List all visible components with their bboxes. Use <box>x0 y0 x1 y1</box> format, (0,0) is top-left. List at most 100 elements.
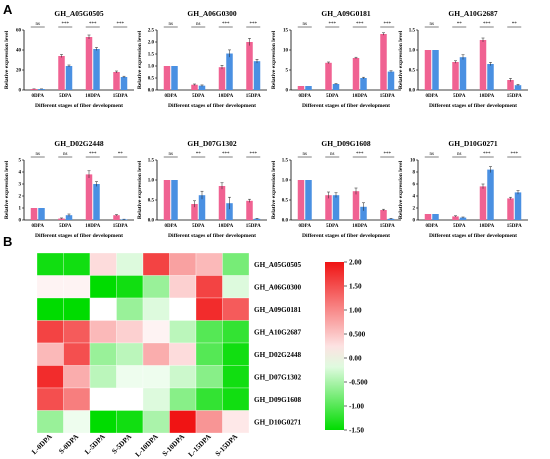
chart-title: GH_D10G0271 <box>448 139 497 148</box>
bar-chart-GH_D09G1608: GH_D09G1608 Relative expression level Diff… <box>271 139 401 239</box>
heatmap-cell-GH_A09G0181-S-5DPA <box>116 297 144 321</box>
bar-S-15DPA <box>253 61 261 90</box>
sig-label: ** <box>457 22 463 27</box>
bar-S-5DPA <box>332 84 340 90</box>
heatmap-cell-GH_D07G1302-S-5DPA <box>116 365 144 389</box>
chart-title: GH_A06G0300 <box>187 9 236 18</box>
chart-title: GH_D02G2448 <box>54 139 103 148</box>
heatmap-cell-GH_A05G0505-S-5DPA <box>116 252 144 276</box>
heatmap-col-label: L-5DPA <box>83 432 107 456</box>
bar-chart-GH_A09G0181: GH_A09G0181 Relative expression level Diff… <box>271 9 401 109</box>
y-tick-label: 2.0 <box>148 41 155 46</box>
bar-S-5DPA <box>65 66 73 90</box>
bar-L-5DPA <box>452 216 459 220</box>
bar-L-15DPA <box>507 198 514 220</box>
heatmap-cell-GH_A09G0181-L-5DPA <box>89 297 117 321</box>
y-tick-label: 0 <box>413 219 416 224</box>
bar-chart-GH_A10G2687: GH_A10G2687 Relative expression level Diff… <box>398 9 528 109</box>
bar-L-5DPA <box>325 62 332 90</box>
x-tick-label: 5DPA <box>192 224 205 229</box>
bar-chart-GH_A05G0505: GH_A05G0505 Relative expression level Diff… <box>4 9 134 109</box>
heatmap-cell-GH_A06G0300-L-0DPA <box>36 275 64 299</box>
heatmap-cell-GH_A06G0300-L-5DPA <box>89 275 117 299</box>
bar-L-5DPA <box>58 218 65 220</box>
bar-charts: GH_A05G0505 Relative expression level Diff… <box>4 9 528 239</box>
x-tick-label: 15DPA <box>380 94 395 99</box>
heatmap-cell-GH_A05G0505-S-10DPA <box>169 252 197 276</box>
bar-S-15DPA <box>387 71 395 90</box>
y-tick-label: 15 <box>283 29 289 34</box>
bar-L-15DPA <box>113 72 120 90</box>
heatmap-cell-GH_D07G1302-S-15DPA <box>222 365 250 389</box>
x-tick-label: 15DPA <box>113 224 128 229</box>
y-tick-label: 2 <box>413 207 416 212</box>
x-tick-label: 10DPA <box>218 224 233 229</box>
heatmap-row-label: GH_D10G0271 <box>254 418 302 426</box>
heatmap-row-label: GH_D07G1302 <box>254 373 302 381</box>
bar-L-0DPA <box>163 180 171 220</box>
bar-S-10DPA <box>360 206 367 220</box>
bar-S-10DPA <box>226 53 233 90</box>
bar-L-10DPA <box>479 40 487 90</box>
panel-label-a: A <box>3 2 13 17</box>
y-axis-label: Relative expression level <box>398 30 404 89</box>
sig-label: ** <box>196 152 202 157</box>
x-tick-label: 10DPA <box>479 94 494 99</box>
heatmap-cell-GH_D09G1608-S-0DPA <box>63 387 91 411</box>
y-axis-label: Relative expression level <box>271 30 277 89</box>
heatmap-cell-GH_D09G1608-S-15DPA <box>222 387 250 411</box>
x-tick-label: 5DPA <box>59 94 72 99</box>
heatmap-cell-GH_A05G0505-L-0DPA <box>36 252 64 276</box>
bar-L-15DPA <box>246 42 253 90</box>
heatmap-col-label: L-10DPA <box>134 432 160 458</box>
y-axis-label: Relative expression level <box>271 160 277 219</box>
x-axis-label: Different stages of fiber development <box>429 233 517 239</box>
bar-S-5DPA <box>198 85 206 90</box>
y-tick-label: 1 <box>19 207 22 212</box>
bar-S-0DPA <box>171 180 178 220</box>
heatmap: GH_A05G0505 GH_A06G0300 GH_A09G0181 GH_A10G… <box>30 252 368 459</box>
y-tick-label: 0.0 <box>148 219 155 224</box>
heatmap-cell-GH_D07G1302-L-15DPA <box>195 365 223 389</box>
x-tick-label: 0DPA <box>426 94 439 99</box>
y-tick-label: 60 <box>16 29 22 34</box>
heatmap-col-label: L-15DPA <box>187 432 213 458</box>
x-axis-label: Different stages of fiber development <box>429 103 517 109</box>
y-tick-label: 0 <box>19 219 22 224</box>
bar-S-5DPA <box>459 217 467 220</box>
sig-label: *** <box>329 22 337 27</box>
bar-L-10DPA <box>352 58 360 90</box>
heatmap-cell-GH_A10G2687-L-0DPA <box>36 320 64 344</box>
heatmap-row-label: GH_D09G1608 <box>254 396 302 404</box>
sig-label: ns <box>330 152 335 157</box>
colorbar <box>325 262 344 430</box>
bar-S-15DPA <box>253 218 261 220</box>
bar-S-15DPA <box>120 219 128 220</box>
x-tick-label: 5DPA <box>453 224 466 229</box>
heatmap-col-label: S-5DPA <box>110 432 133 455</box>
sig-label: ns <box>169 22 174 27</box>
heatmap-cell-GH_A05G0505-S-0DPA <box>63 252 91 276</box>
heatmap-cell-GH_D02G2448-L-10DPA <box>142 342 170 366</box>
bar-L-0DPA <box>163 66 171 90</box>
bar-S-0DPA <box>38 208 45 220</box>
bar-L-5DPA <box>325 195 332 220</box>
bar-S-15DPA <box>514 192 522 220</box>
bar-L-10DPA <box>85 37 93 90</box>
y-tick-label: 0.0 <box>282 219 289 224</box>
heatmap-cell-GH_A09G0181-S-0DPA <box>63 297 91 321</box>
colorbar-tick-label: -1.50 <box>349 427 364 435</box>
heatmap-cell-GH_D10G0271-S-15DPA <box>222 410 250 434</box>
bar-S-10DPA <box>487 169 494 220</box>
heatmap-cell-GH_D10G0271-L-10DPA <box>142 410 170 434</box>
x-tick-label: 0DPA <box>165 94 178 99</box>
heatmap-row-label: GH_A06G0300 <box>254 283 302 291</box>
heatmap-cell-GH_D07G1302-S-0DPA <box>63 365 91 389</box>
y-tick-label: 2 <box>19 195 22 200</box>
y-tick-label: 0.5 <box>409 69 416 74</box>
sig-label: *** <box>483 22 491 27</box>
heatmap-row-label: GH_D02G2448 <box>254 351 302 359</box>
colorbar-tick-label: 0.500 <box>349 331 366 339</box>
chart-title: GH_D09G1608 <box>321 139 370 148</box>
